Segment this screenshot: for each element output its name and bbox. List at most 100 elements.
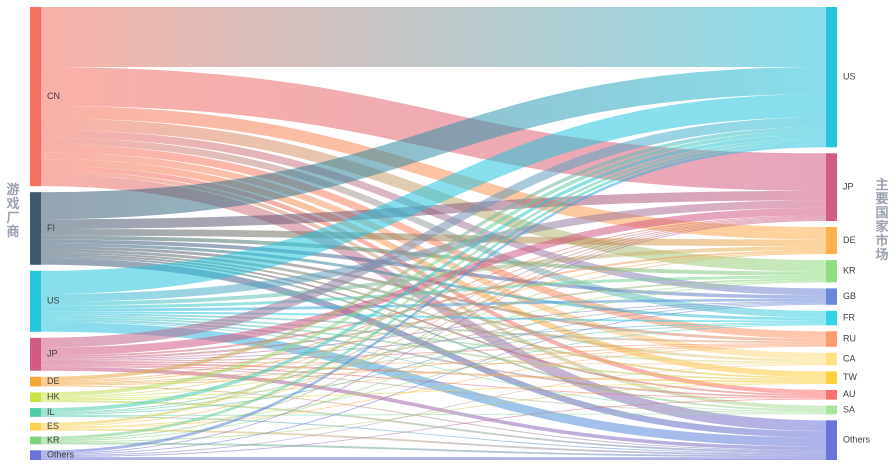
sankey-link[interactable] <box>41 144 826 339</box>
sankey-node-cn[interactable] <box>30 7 41 187</box>
right-axis-title: 主要国家市场 <box>875 177 889 262</box>
sankey-link[interactable] <box>41 322 826 447</box>
sankey-link[interactable] <box>41 228 826 247</box>
sankey-link[interactable] <box>41 278 826 360</box>
sankey-node-au[interactable] <box>826 389 837 400</box>
sankey-link[interactable] <box>41 413 826 416</box>
sankey-link[interactable] <box>41 322 826 362</box>
sankey-link[interactable] <box>41 281 826 442</box>
sankey-link[interactable] <box>41 216 826 398</box>
sankey-node-us[interactable] <box>826 7 837 148</box>
sankey-link[interactable] <box>41 457 826 460</box>
sankey-link[interactable] <box>41 364 826 457</box>
sankey-node-label: CA <box>843 353 856 363</box>
sankey-link[interactable] <box>41 302 826 384</box>
sankey-link[interactable] <box>41 7 826 68</box>
sankey-link[interactable] <box>41 303 826 415</box>
sankey-link[interactable] <box>41 365 826 414</box>
sankey-link[interactable] <box>41 144 826 454</box>
sankey-link[interactable] <box>41 254 826 397</box>
sankey-link[interactable] <box>41 275 826 309</box>
sankey-node-de[interactable] <box>30 376 41 387</box>
sankey-node-kr[interactable] <box>30 436 41 445</box>
sankey-link[interactable] <box>41 280 826 399</box>
sankey-node-label: JP <box>843 182 854 192</box>
sankey-link[interactable] <box>41 66 826 220</box>
sankey-link[interactable] <box>41 303 826 456</box>
sankey-node-label: Others <box>47 450 75 460</box>
sankey-link[interactable] <box>41 428 826 456</box>
sankey-link[interactable] <box>41 141 826 440</box>
sankey-link[interactable] <box>41 344 826 400</box>
sankey-link[interactable] <box>41 415 826 454</box>
sankey-link[interactable] <box>41 362 826 383</box>
sankey-node-jp[interactable] <box>826 153 837 222</box>
sankey-node-gb[interactable] <box>826 288 837 305</box>
sankey-link[interactable] <box>41 130 826 397</box>
sankey-link[interactable] <box>41 442 826 458</box>
sankey-node-us[interactable] <box>30 270 41 332</box>
sankey-node-labels: CN FI US JP DE HK IL ES KR Others US JP DE KR GB FR RU CA… <box>47 72 871 460</box>
sankey-link[interactable] <box>41 258 826 438</box>
sankey-node-jp[interactable] <box>30 337 41 371</box>
sankey-node-ru[interactable] <box>826 331 837 347</box>
sankey-link[interactable] <box>41 246 826 342</box>
sankey-link[interactable] <box>41 239 826 299</box>
sankey-node-others[interactable] <box>30 450 41 460</box>
sankey-link[interactable] <box>41 105 826 240</box>
sankey-link[interactable] <box>41 218 826 427</box>
sankey-link[interactable] <box>41 301 826 361</box>
sankey-link[interactable] <box>41 219 826 441</box>
sankey-link[interactable] <box>41 200 826 302</box>
sankey-link[interactable] <box>41 246 826 306</box>
sankey-link[interactable] <box>41 253 826 414</box>
sankey-node-ca[interactable] <box>826 352 837 366</box>
sankey-node-fr[interactable] <box>826 310 837 326</box>
sankey-node-label: DE <box>47 376 60 386</box>
sankey-link[interactable] <box>41 382 826 401</box>
sankey-link[interactable] <box>41 385 826 451</box>
sankey-link[interactable] <box>41 362 826 365</box>
sankey-link[interactable] <box>41 366 826 451</box>
sankey-link[interactable] <box>41 324 826 428</box>
sankey-node-label: US <box>843 72 856 82</box>
sankey-link[interactable] <box>41 217 826 413</box>
sankey-node-de[interactable] <box>826 227 837 255</box>
sankey-link[interactable] <box>41 134 826 412</box>
sankey-node-sa[interactable] <box>826 405 837 415</box>
sankey-node-label: AU <box>843 389 856 399</box>
sankey-link[interactable] <box>41 317 826 381</box>
sankey-node-label: HK <box>47 392 60 402</box>
sankey-link[interactable] <box>41 345 826 429</box>
sankey-link[interactable] <box>41 364 826 399</box>
sankey-link[interactable] <box>41 126 826 381</box>
sankey-node-fi[interactable] <box>30 192 41 265</box>
sankey-link[interactable] <box>41 344 826 386</box>
sankey-nodes <box>30 7 837 460</box>
sankey-link[interactable] <box>41 117 826 348</box>
sankey-link[interactable] <box>41 298 826 312</box>
sankey-link[interactable] <box>41 343 826 363</box>
sankey-link[interactable] <box>41 190 826 229</box>
sankey-node-others[interactable] <box>826 420 837 460</box>
sankey-node-label: FR <box>843 312 855 322</box>
sankey-link[interactable] <box>41 323 826 385</box>
sankey-link[interactable] <box>41 383 826 443</box>
sankey-node-il[interactable] <box>30 408 41 417</box>
sankey-node-kr[interactable] <box>826 260 837 283</box>
sankey-link[interactable] <box>41 321 826 413</box>
sankey-link[interactable] <box>41 398 826 458</box>
sankey-link[interactable] <box>41 250 826 358</box>
sankey-link[interactable] <box>41 400 826 453</box>
sankey-node-es[interactable] <box>30 422 41 431</box>
sankey-node-hk[interactable] <box>30 392 41 403</box>
sankey-node-label: TW <box>843 372 857 382</box>
sankey-node-tw[interactable] <box>826 371 837 384</box>
sankey-node-label: IL <box>47 407 55 417</box>
sankey-link[interactable] <box>41 94 826 295</box>
sankey-link[interactable] <box>41 220 826 455</box>
sankey-link[interactable] <box>41 252 826 383</box>
sankey-link[interactable] <box>41 313 826 344</box>
sankey-link[interactable] <box>41 138 826 426</box>
